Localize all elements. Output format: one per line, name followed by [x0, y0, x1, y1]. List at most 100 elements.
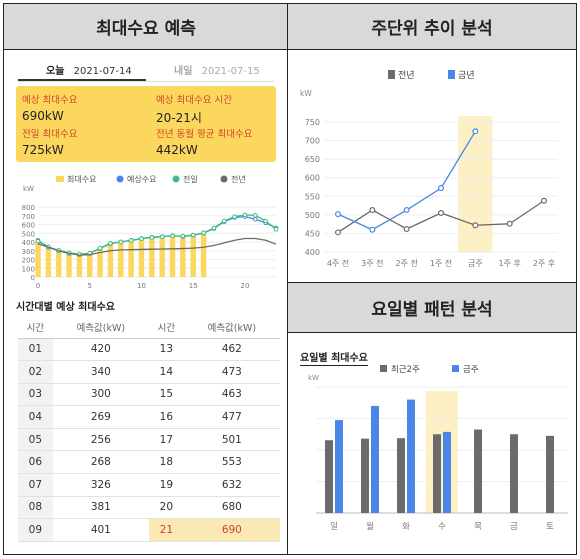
bar: [66, 253, 72, 277]
tab-date: 2021-07-15: [201, 66, 260, 77]
data-point: [541, 197, 548, 204]
legend-swatch: [220, 175, 228, 183]
bar: [76, 254, 83, 277]
x-tick-label: 0: [36, 282, 40, 290]
hourly-demand-chart: 최대수요 예상수요 전일 전년kW01002003004005006007008000…: [22, 174, 279, 290]
table-row: 02 340 14 473: [18, 360, 280, 384]
peak-demand-forecast-panel: 최대수요 예측 오늘 2021-07-14 내일 2021-07-15 예상 최…: [3, 3, 289, 555]
pred-peak-time-label: 예상 최대수요 시간: [156, 95, 232, 106]
data-point: [472, 128, 479, 135]
data-point: [211, 225, 217, 231]
data-point: [472, 222, 479, 229]
table-row: 03 300 15 463: [18, 383, 280, 407]
legend-swatch: [116, 175, 124, 183]
y-tick-label: 100: [22, 265, 35, 273]
data-point: [273, 227, 279, 232]
data-point: [190, 232, 196, 238]
data-point: [242, 212, 248, 218]
weekday-pattern-panel: 요일별 패턴 분석 요일별 최대수요 최근2주 금주 kW 일 월 화 수 목 금 토: [287, 282, 577, 555]
x-tick-label: 10: [137, 282, 146, 290]
value-cell: 300: [52, 383, 149, 407]
table-row: 04 269 16 477: [18, 405, 280, 429]
y-tick-label: 750: [305, 118, 320, 127]
series-line: [37, 237, 277, 256]
legend-label: 금주: [463, 365, 479, 375]
data-point: [201, 230, 206, 236]
hour-cell: 03: [18, 383, 53, 407]
bar: [97, 248, 103, 277]
value-cell: 420: [52, 338, 149, 362]
hour-cell: 14: [148, 360, 184, 384]
data-point: [35, 238, 41, 244]
data-point: [118, 239, 124, 245]
bar: [180, 236, 186, 277]
data-point: [438, 185, 445, 192]
bar: [361, 438, 369, 513]
table-row: 08 381 20 680: [18, 496, 280, 520]
value-cell: 473: [183, 360, 280, 384]
hour-cell: 06: [18, 450, 53, 475]
weekday-bar-chart: 최근2주 금주 kW 일 월 화 수 목 금 토: [308, 365, 568, 532]
value-cell: 690: [183, 518, 280, 542]
bar: [138, 238, 145, 277]
bar: [45, 247, 52, 277]
prev-day-value: 725kW: [22, 143, 64, 157]
value-cell: 381: [52, 496, 149, 520]
y-tick-label: 800: [22, 204, 35, 212]
bar: [149, 237, 155, 277]
hour-cell: 09: [18, 518, 53, 542]
panel-title: 최대수요 예측: [4, 4, 288, 50]
y-tick-label: 450: [305, 229, 320, 238]
col-value-1: 예측값(kW): [52, 316, 149, 339]
x-tick-label: 2주 전: [395, 258, 417, 268]
tab-tomorrow[interactable]: 내일 2021-07-15: [146, 58, 274, 81]
bar: [190, 235, 196, 277]
tab-today[interactable]: 오늘 2021-07-14: [18, 58, 146, 81]
data-point: [221, 218, 227, 224]
x-tick-label: 목: [474, 522, 482, 532]
y-axis-label: kW: [23, 185, 34, 193]
prev-day-peak: 전일 최대수요 725kW: [22, 126, 77, 157]
bar: [443, 431, 451, 513]
hour-cell: 16: [148, 405, 184, 429]
hour-cell: 08: [18, 496, 53, 520]
x-tick-label: 토: [546, 522, 554, 532]
data-point: [334, 229, 341, 236]
series-line: [37, 214, 277, 255]
pred-peak-time-value: 20-21시: [156, 111, 202, 125]
x-tick-label: 1주 전: [430, 258, 452, 268]
panel-title: 주단위 추이 분석: [288, 4, 576, 50]
last-year-label: 전년 동월 평균 최대수요: [156, 129, 253, 140]
legend-label: 전년: [398, 70, 415, 81]
y-tick-label: 0: [31, 274, 35, 282]
value-cell: 340: [52, 360, 149, 384]
data-point: [334, 211, 341, 218]
hour-cell: 13: [148, 338, 184, 362]
legend-swatch: [448, 70, 455, 79]
value-cell: 477: [183, 405, 280, 429]
pred-peak: 예상 최대수요 690kW: [22, 92, 77, 123]
value-cell: 462: [183, 338, 280, 362]
hour-cell: 15: [148, 383, 184, 407]
value-cell: 268: [52, 450, 149, 475]
y-tick-label: 600: [22, 222, 35, 230]
legend-swatch: [388, 70, 395, 79]
value-cell: 256: [52, 428, 149, 452]
bar: [407, 399, 415, 513]
y-tick-label: 500: [22, 230, 35, 238]
x-tick-label: 2주 후: [533, 259, 555, 268]
bar: [474, 429, 482, 513]
x-tick-label: 수: [438, 522, 446, 532]
x-tick-label: 금주: [468, 259, 483, 268]
last-year-value: 442kW: [156, 143, 198, 157]
data-point: [128, 238, 134, 243]
x-tick-label: 화: [402, 522, 410, 532]
value-cell: 553: [183, 450, 280, 475]
weekly-trend-chart: 전년 금년 kW 400 450 500 550 600 650 700 750 4주 전 3주 전 2주…: [300, 70, 558, 268]
chart-subtitle: 요일별 최대수요: [300, 349, 368, 366]
data-point: [403, 207, 410, 214]
hour-cell: 19: [148, 473, 184, 497]
bar: [335, 420, 343, 513]
x-tick-label: 월: [366, 521, 374, 532]
bar: [325, 440, 333, 513]
